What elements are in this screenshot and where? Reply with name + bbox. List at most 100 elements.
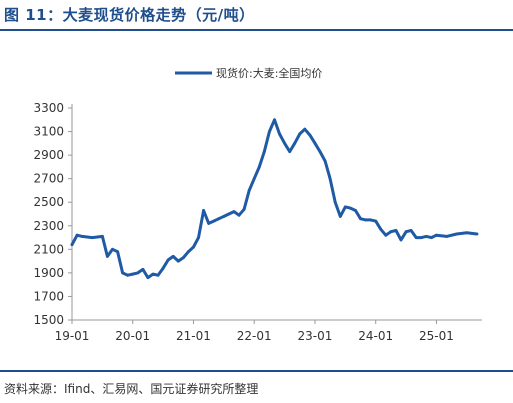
data-point [435, 233, 438, 237]
data-point [389, 230, 393, 234]
data-point [293, 141, 297, 145]
data-point [369, 218, 372, 222]
data-point [424, 235, 428, 238]
y-tick-label: 1900 [33, 266, 64, 280]
x-tick-label: 21-01 [176, 329, 211, 343]
y-tick: 1700 [33, 289, 72, 303]
y-tick: 3100 [33, 125, 72, 139]
x-tick: 20-01 [115, 320, 150, 343]
series-line-barley-price [70, 118, 479, 280]
data-point [409, 229, 413, 232]
data-point [283, 141, 286, 145]
legend-label: 现货价:大麦:全国均价 [216, 66, 322, 80]
data-point [298, 132, 302, 136]
y-tick: 2500 [33, 195, 72, 209]
x-tick: 22-01 [237, 320, 272, 343]
source-note: 资料来源：Ifind、汇易网、国元证券研究所整理 [4, 382, 259, 396]
data-point [232, 210, 236, 214]
x-tick: 24-01 [358, 320, 393, 343]
y-tick: 2300 [33, 219, 72, 233]
data-point [465, 231, 469, 235]
x-axis-ticks: 19-01 20-01 21-01 22-01 23-01 24-01 25-01 [55, 320, 454, 343]
data-point [121, 271, 124, 275]
y-tick: 2900 [33, 148, 72, 162]
data-point [323, 159, 327, 163]
data-point [273, 118, 276, 122]
data-point [313, 141, 317, 145]
data-point [374, 219, 378, 223]
data-point [207, 222, 211, 225]
data-point [151, 272, 155, 276]
data-point [278, 132, 281, 136]
figure-title: 图 11：大麦现货价格走势（元/吨） [4, 6, 255, 24]
y-tick-label: 1700 [33, 289, 64, 303]
x-tick-label: 20-01 [115, 329, 150, 343]
data-point [359, 217, 362, 221]
data-point [268, 130, 271, 134]
data-point [247, 189, 251, 192]
title-rule [0, 29, 513, 31]
data-point [237, 213, 241, 217]
data-point [242, 207, 246, 211]
data-point [430, 236, 433, 240]
y-tick-label: 2300 [33, 219, 64, 233]
y-axis-ticks: 1500 1700 1900 2100 2300 2500 2700 2900 3100 3300 [33, 101, 72, 327]
data-point [222, 215, 226, 218]
data-point [141, 268, 145, 271]
series-points [70, 118, 479, 279]
data-point [166, 258, 170, 262]
data-point [182, 256, 185, 259]
x-tick-label: 22-01 [237, 329, 272, 343]
y-tick: 1500 [33, 313, 72, 327]
y-tick-label: 1500 [33, 313, 64, 327]
data-point [90, 236, 94, 240]
data-point [318, 150, 322, 154]
y-tick-label: 2700 [33, 172, 64, 186]
data-point [455, 232, 459, 236]
y-tick-label: 2900 [33, 148, 64, 162]
data-point [475, 232, 479, 236]
data-point [111, 247, 114, 251]
data-point [379, 227, 383, 231]
data-point [399, 238, 403, 242]
data-point [414, 236, 418, 240]
data-point [146, 276, 150, 279]
data-point [101, 235, 104, 238]
x-tick: 19-01 [55, 320, 89, 343]
data-point [445, 235, 448, 238]
y-tick: 2700 [33, 172, 72, 186]
data-point [126, 273, 130, 277]
x-tick: 25-01 [419, 320, 454, 343]
data-point [202, 209, 206, 212]
data-point [333, 200, 337, 204]
data-point [80, 235, 84, 238]
data-point [262, 150, 266, 154]
source-rule [0, 370, 513, 372]
data-point [343, 205, 347, 209]
data-point [136, 271, 140, 275]
data-point [106, 255, 109, 258]
y-tick: 1900 [33, 266, 72, 280]
y-tick-label: 2500 [33, 195, 64, 209]
data-point [419, 236, 423, 240]
y-tick-label: 3300 [33, 101, 64, 115]
data-point [338, 215, 342, 218]
data-point [303, 127, 307, 131]
y-tick: 3300 [33, 101, 72, 115]
data-point [187, 250, 190, 254]
x-tick-label: 24-01 [358, 329, 393, 343]
x-tick-label: 23-01 [298, 329, 333, 343]
data-point [70, 243, 74, 247]
x-tick-label: 25-01 [419, 329, 454, 343]
data-point [288, 150, 292, 154]
data-point [349, 206, 352, 210]
data-point [364, 218, 367, 222]
data-point [354, 209, 357, 212]
data-point [217, 217, 221, 221]
data-point [161, 266, 165, 270]
data-point [404, 230, 408, 234]
data-point [384, 233, 388, 237]
data-point [131, 272, 135, 276]
data-point [257, 165, 261, 169]
